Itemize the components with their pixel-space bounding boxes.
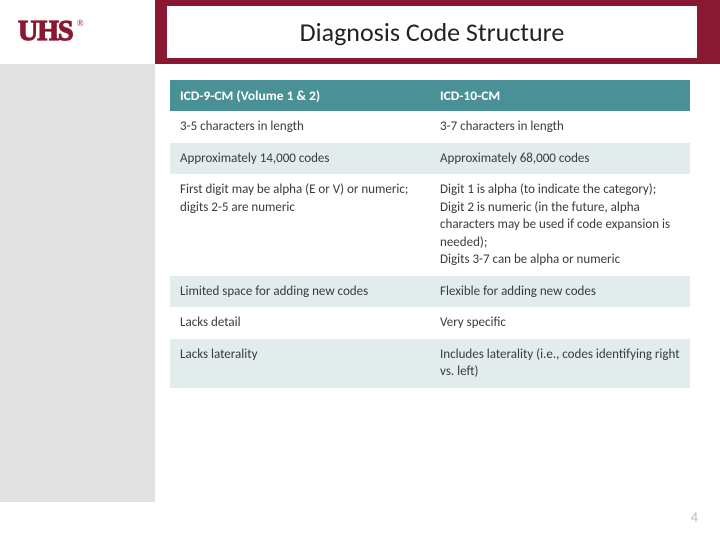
header-bar: UHS ® Diagnosis Code Structure <box>0 0 720 64</box>
cell: Approximately 14,000 codes <box>170 143 430 175</box>
cell: 3-5 characters in length <box>170 111 430 143</box>
registered-mark: ® <box>77 18 83 28</box>
table-row: Lacks detail Very specific <box>170 307 690 339</box>
col-header-icd9: ICD-9-CM (Volume 1 & 2) <box>170 80 430 111</box>
table-row: First digit may be alpha (E or V) or num… <box>170 174 690 276</box>
cell: Flexible for adding new codes <box>430 276 690 308</box>
comparison-table: ICD-9-CM (Volume 1 & 2) ICD-10-CM 3-5 ch… <box>170 80 690 388</box>
title-inner: Diagnosis Code Structure <box>167 6 697 58</box>
table-row: Limited space for adding new codes Flexi… <box>170 276 690 308</box>
title-banner: Diagnosis Code Structure <box>155 0 720 64</box>
cell: Includes laterality (i.e., codes identif… <box>430 339 690 388</box>
table-row: 3-5 characters in length 3-7 characters … <box>170 111 690 143</box>
page-number: 4 <box>691 509 698 526</box>
cell: Approximately 68,000 codes <box>430 143 690 175</box>
cell: Lacks detail <box>170 307 430 339</box>
cell: Limited space for adding new codes <box>170 276 430 308</box>
cell: 3-7 characters in length <box>430 111 690 143</box>
table-header-row: ICD-9-CM (Volume 1 & 2) ICD-10-CM <box>170 80 690 111</box>
left-sidebar <box>0 64 155 502</box>
cell: Digit 1 is alpha (to indicate the catego… <box>430 174 690 276</box>
logo-area: UHS ® <box>0 0 155 64</box>
table-row: Lacks laterality Includes laterality (i.… <box>170 339 690 388</box>
col-header-icd10: ICD-10-CM <box>430 80 690 111</box>
slide-title: Diagnosis Code Structure <box>300 16 565 48</box>
cell: Lacks laterality <box>170 339 430 388</box>
uhs-logo: UHS® <box>18 16 73 48</box>
logo-text: UHS <box>18 16 73 47</box>
cell: Very specific <box>430 307 690 339</box>
cell: First digit may be alpha (E or V) or num… <box>170 174 430 276</box>
content-area: ICD-9-CM (Volume 1 & 2) ICD-10-CM 3-5 ch… <box>170 80 690 388</box>
table-row: Approximately 14,000 codes Approximately… <box>170 143 690 175</box>
